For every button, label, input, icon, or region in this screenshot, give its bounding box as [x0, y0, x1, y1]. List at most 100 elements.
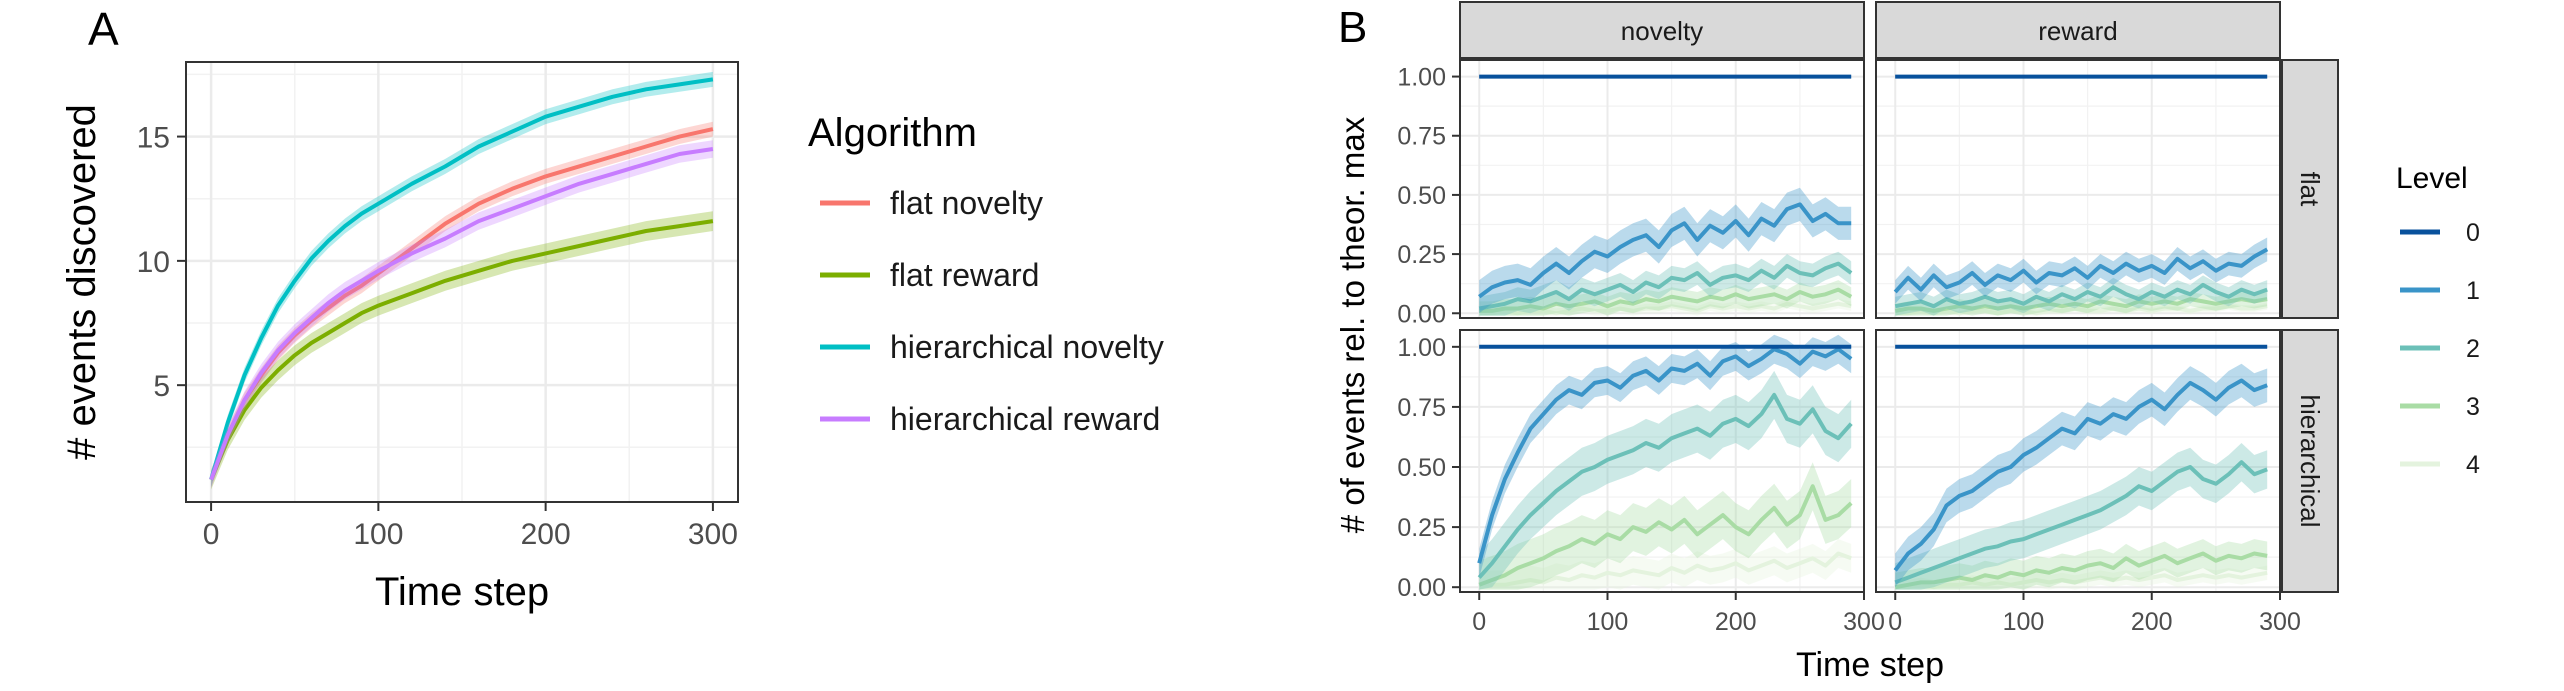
panel-a: A 0 100 200 300 5 10 15 Time step # events dis… [60, 3, 1164, 614]
panel-b-legend-title: Level [2396, 162, 2468, 195]
panel-b-x-tick-label: 100 [1587, 608, 1629, 636]
legend-label-level-4: 4 [2466, 451, 2480, 479]
level-4-line [1895, 570, 2268, 590]
level-1-line [1478, 202, 1852, 299]
level-4-line [1478, 551, 1852, 590]
panel-b-y-tick-label: 0.75 [1397, 123, 1446, 151]
panel-b-y-tick-label: 0.00 [1397, 574, 1446, 602]
panel-a-label: A [88, 3, 119, 55]
strip-novelty-label: novelty [1621, 16, 1703, 46]
panel-b-y-tick-label: 0.75 [1397, 394, 1446, 422]
legend-label-level-1: 1 [2466, 277, 2480, 305]
panel-a-x-tick-label: 300 [688, 518, 738, 551]
level-3-line [1894, 297, 2268, 313]
level-2-line [1478, 261, 1853, 311]
level-1-line [1893, 247, 2269, 294]
series-band-hierarchical-reward [211, 140, 713, 489]
panel-a-y-tick-label: 10 [137, 246, 170, 279]
panel-b-x-tick-label: 100 [2003, 608, 2045, 636]
level-2-line [1894, 460, 2268, 585]
facet-border [1459, 59, 1865, 319]
panel-b-x-tick-label: 200 [1715, 608, 1757, 636]
facet-reward-hierarchical [1875, 329, 2281, 593]
level-2-line [1894, 282, 2268, 309]
panel-b-y-tick-label: 0.25 [1397, 514, 1446, 542]
strip-reward [1875, 1, 2281, 59]
strip-flat [2281, 59, 2339, 319]
facet-background [1876, 330, 2280, 592]
panel-b-x-tick-label: 0 [1888, 608, 1902, 636]
panel-b-x-axis-title: Time step [1796, 646, 1944, 684]
panel-b-y-axis-title: # of events rel. to theor. max [1334, 116, 1371, 533]
facet-background [1460, 60, 1864, 318]
panel-b-axes: 0.00 0.25 0.50 0.75 1.00 0.00 0.25 0.50 0.75 1.00… [1397, 64, 2301, 636]
panel-a-legend: Algorithm flat novelty flat reward hierarc… [808, 111, 1164, 437]
panel-a-plot-border [185, 61, 739, 503]
panel-b-facets [1459, 59, 2281, 593]
panel-b-y-tick-label: 1.00 [1397, 334, 1446, 362]
panel-b-y-tick-label: 0.00 [1397, 300, 1446, 328]
legend-label-level-2: 2 [2466, 335, 2480, 363]
panel-a-legend-items: flat novelty flat reward hierarchical nove… [820, 185, 1164, 437]
strip-flat-label: flat [2295, 172, 2325, 207]
panel-a-x-tick-label: 0 [203, 518, 220, 551]
facet-border [1875, 329, 2281, 593]
panel-a-y-tick-label: 15 [137, 122, 170, 155]
panel-a-series [209, 71, 714, 490]
level-1-band [1479, 187, 1852, 314]
level-2-line [1477, 392, 1853, 579]
legend-label-hierarchical-reward: hierarchical reward [890, 401, 1160, 437]
legend-label-flat-reward: flat reward [890, 257, 1039, 293]
series-line-flat-reward [209, 219, 714, 481]
facet-background [1460, 330, 1864, 592]
panel-a-x-axis-title: Time step [375, 570, 549, 614]
facet-novelty-flat [1459, 59, 1865, 319]
panel-b-legend: Level 0 1 2 3 4 [2396, 162, 2480, 479]
legend-label-hierarchical-novelty: hierarchical novelty [890, 329, 1164, 365]
legend-label-level-3: 3 [2466, 393, 2480, 421]
series-line-hierarchical-novelty [209, 77, 714, 481]
panel-b-x-tick-label: 300 [1843, 608, 1885, 636]
panel-a-gridlines [186, 62, 738, 502]
panel-b-label: B [1338, 3, 1367, 52]
level-4-line [1479, 301, 1852, 316]
level-1-line [1477, 347, 1853, 564]
panel-a-x-tick-label: 200 [521, 518, 571, 551]
facet-border [1459, 329, 1865, 593]
facet-novelty-hierarchical [1459, 329, 1865, 593]
panel-b-legend-items: 0 1 2 3 4 [2400, 219, 2480, 479]
panel-a-y-tick-label: 5 [153, 370, 170, 403]
strip-hierarchical [2281, 329, 2339, 593]
series-band-flat-reward [211, 211, 713, 490]
legend-label-level-0: 0 [2466, 219, 2480, 247]
panel-b-y-tick-label: 1.00 [1397, 64, 1446, 92]
panel-b-x-tick-label: 300 [2259, 608, 2301, 636]
level-4-line [1895, 304, 2268, 316]
panel-a-x-tick-label: 100 [353, 518, 403, 551]
facet-border [1875, 59, 2281, 319]
facet-background [1876, 60, 2280, 318]
level-3-line [1894, 551, 2268, 590]
panel-b-y-tick-label: 0.25 [1397, 241, 1446, 269]
panel-a-axes: 0 100 200 300 5 10 15 [137, 122, 738, 551]
panel-a-y-axis-title: # events discovered [60, 104, 104, 460]
strip-hierarchical-label: hierarchical [2295, 395, 2325, 528]
strip-reward-label: reward [2038, 16, 2117, 46]
series-line-hierarchical-reward [209, 147, 714, 481]
panel-b: B novelty reward flat hierarchical 0.000… [1334, 1, 2480, 684]
level-3-line [1479, 287, 1853, 313]
panel-b-x-tick-label: 0 [1472, 608, 1486, 636]
panel-b-y-tick-label: 0.50 [1397, 454, 1446, 482]
panel-a-legend-title: Algorithm [808, 111, 977, 155]
panel-b-x-tick-label: 200 [2131, 608, 2173, 636]
level-2-band [1479, 370, 1852, 590]
facet-reward-flat [1875, 59, 2281, 319]
panel-b-y-tick-label: 0.50 [1397, 182, 1446, 210]
legend-label-flat-novelty: flat novelty [890, 185, 1043, 221]
level-3-line [1478, 484, 1853, 587]
strip-novelty [1459, 1, 1865, 59]
level-1-line [1893, 378, 2268, 572]
level-1-band [1479, 334, 1852, 578]
